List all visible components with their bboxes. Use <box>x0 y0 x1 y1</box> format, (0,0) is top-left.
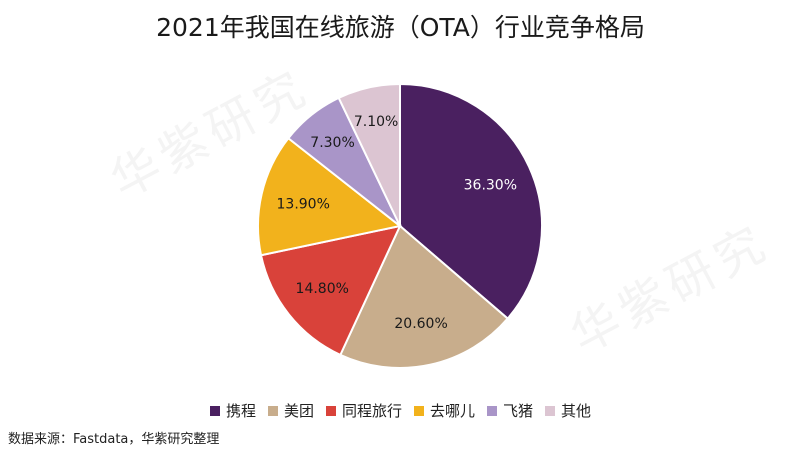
legend-swatch <box>209 405 220 416</box>
source-note: 数据来源：Fastdata，华紫研究整理 <box>8 432 220 447</box>
slice-label-3: 13.90% <box>277 196 330 212</box>
slice-label-2: 14.80% <box>296 281 349 297</box>
pie-chart: 36.30% 20.60% 14.80% 13.90% 7.30%7.10% <box>257 82 543 369</box>
chart-title: 2021年我国在线旅游（OTA）行业竞争格局 <box>156 13 645 42</box>
pie-slice-5 <box>337 82 401 227</box>
pie-slice-2 <box>259 224 402 357</box>
pie-slice-1 <box>339 224 510 369</box>
slice-label-0: 36.30% <box>464 178 517 194</box>
chart-legend: 携程 美团 同程旅行 去哪儿 飞猪 其他 <box>0 400 801 421</box>
legend-swatch <box>487 405 498 416</box>
legend-item-2: 同程旅行 <box>325 400 402 421</box>
legend-label: 其他 <box>561 402 592 420</box>
legend-swatch <box>414 405 424 416</box>
legend-item-3: 去哪儿 <box>414 400 475 421</box>
legend-swatch <box>267 405 278 416</box>
pie-slice-0 <box>399 82 543 320</box>
pie-slice-3 <box>257 136 403 257</box>
legend-label: 美团 <box>283 402 314 420</box>
legend-item-4: 飞猪 <box>487 400 533 421</box>
legend-swatch <box>325 405 336 416</box>
legend-label: 飞猪 <box>503 402 534 420</box>
legend-item-5: 其他 <box>545 400 591 421</box>
legend-item-0: 携程 <box>209 400 256 421</box>
slice-label-1: 20.60% <box>394 316 447 332</box>
legend-label: 携程 <box>225 402 256 420</box>
slice-label-4: 7.30% <box>310 135 354 151</box>
legend-label: 同程旅行 <box>341 402 402 420</box>
legend-item-1: 美团 <box>267 400 314 421</box>
legend-label: 去哪儿 <box>430 402 476 420</box>
legend-swatch <box>545 405 556 416</box>
slice-label-5: 7.10% <box>354 114 398 130</box>
